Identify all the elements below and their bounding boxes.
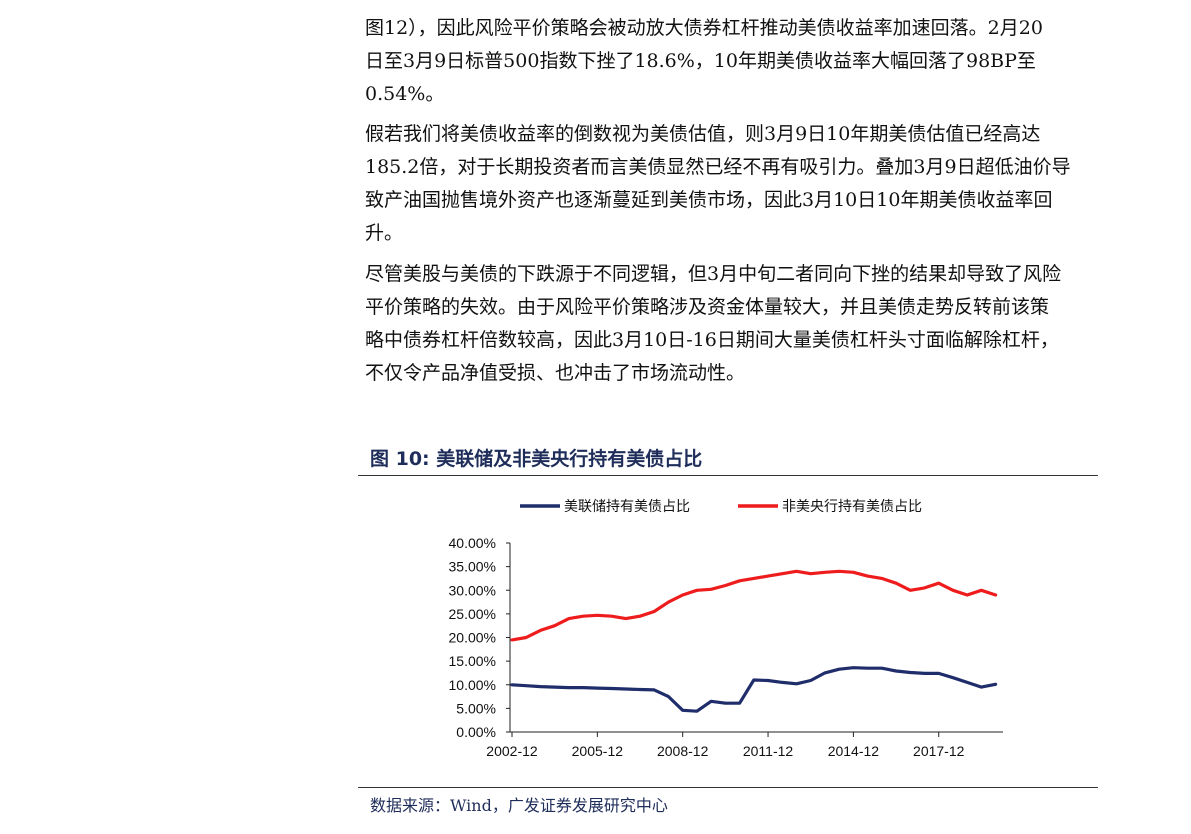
paragraph-line: 略中债券杠杆倍数较高，因此3月10日-16日期间大量美债杠杆头寸面临解除杠杆， [365,329,1059,351]
x-tick-label: 2014-12 [828,743,880,759]
y-axis: 40.00% 35.00% 30.00% 25.00% 20.00% 15.00% 10.0… [449,535,511,740]
paragraph-1: 图12），因此风险平价策略会被动放大债券杠杆推动美债收益率加速回落。2月20 日… [365,12,1135,111]
paragraph-line: 图12），因此风险平价策略会被动放大债券杠杆推动美债收益率加速回落。2月20 [365,17,1043,39]
paragraph-line: 升。 [365,222,404,244]
paragraph-line: 185.2倍，对于长期投资者而言美债显然已经不再有吸引力。叠加3月9日超低油价导 [365,156,1071,178]
x-tick-label: 2008-12 [657,743,709,759]
paragraph-line: 假若我们将美债收益率的倒数视为美债估值，则3月9日10年期美债估值已经高达 [365,123,1041,145]
paragraph-line: 日至3月9日标普500指数下挫了18.6%，10年期美债收益率大幅回落了98BP… [365,50,1036,72]
x-tick-label: 2017-12 [913,743,965,759]
y-tick-label: 0.00% [456,724,496,740]
paragraph-line: 0.54%。 [365,83,445,105]
paragraph-line: 致产油国抛售境外资产也逐渐蔓延到美债市场，因此3月10日10年期美债收益率回 [365,189,1053,211]
figure-bottom-rule [358,787,1098,788]
x-tick-label: 2011-12 [743,743,794,759]
line-chart: 美联储持有美债占比 非美央行持有美债占比 40.00% 35.00% 30.00% 25… [449,498,1003,759]
x-tick-label: 2005-12 [572,743,624,759]
y-tick-label: 20.00% [449,630,496,646]
source-note: 数据来源：Wind，广发证券发展研究中心 [370,796,668,815]
legend-label-1: 美联储持有美债占比 [564,498,690,514]
figure-title: 图 10: 美联储及非美央行持有美债占比 [370,448,703,470]
y-tick-label: 30.00% [449,582,496,598]
paragraph-3: 尽管美股与美债的下跌源于不同逻辑，但3月中旬二者同向下挫的结果却导致了风险 平价… [365,258,1135,390]
y-tick-label: 5.00% [456,700,496,716]
series-line-1 [510,666,998,713]
y-tick-label: 25.00% [449,606,496,622]
paragraph-line: 不仅令产品净值受损、也冲击了市场流动性。 [365,362,746,384]
y-tick-label: 35.00% [449,559,496,575]
plot-area [510,569,998,713]
y-tick-label: 15.00% [449,653,496,669]
legend-label-2: 非美央行持有美债占比 [782,498,922,514]
series-line-2 [510,569,998,642]
x-axis: 2002-12 2005-12 2008-12 2011-12 2014-12 2017-… [486,731,1003,759]
paragraph-2: 假若我们将美债收益率的倒数视为美债估值，则3月9日10年期美债估值已经高达 18… [365,118,1135,250]
x-tick-label: 2002-12 [486,743,538,759]
y-tick-label: 40.00% [449,535,496,551]
y-tick-label: 10.00% [449,677,496,693]
chart-legend: 美联储持有美债占比 非美央行持有美债占比 [520,498,922,514]
paragraph-line: 平价策略的失效。由于风险平价策略涉及资金体量较大，并且美债走势反转前该策 [365,296,1050,318]
figure-top-rule [358,475,1098,476]
paragraph-line: 尽管美股与美债的下跌源于不同逻辑，但3月中旬二者同向下挫的结果却导致了风险 [365,263,1062,285]
